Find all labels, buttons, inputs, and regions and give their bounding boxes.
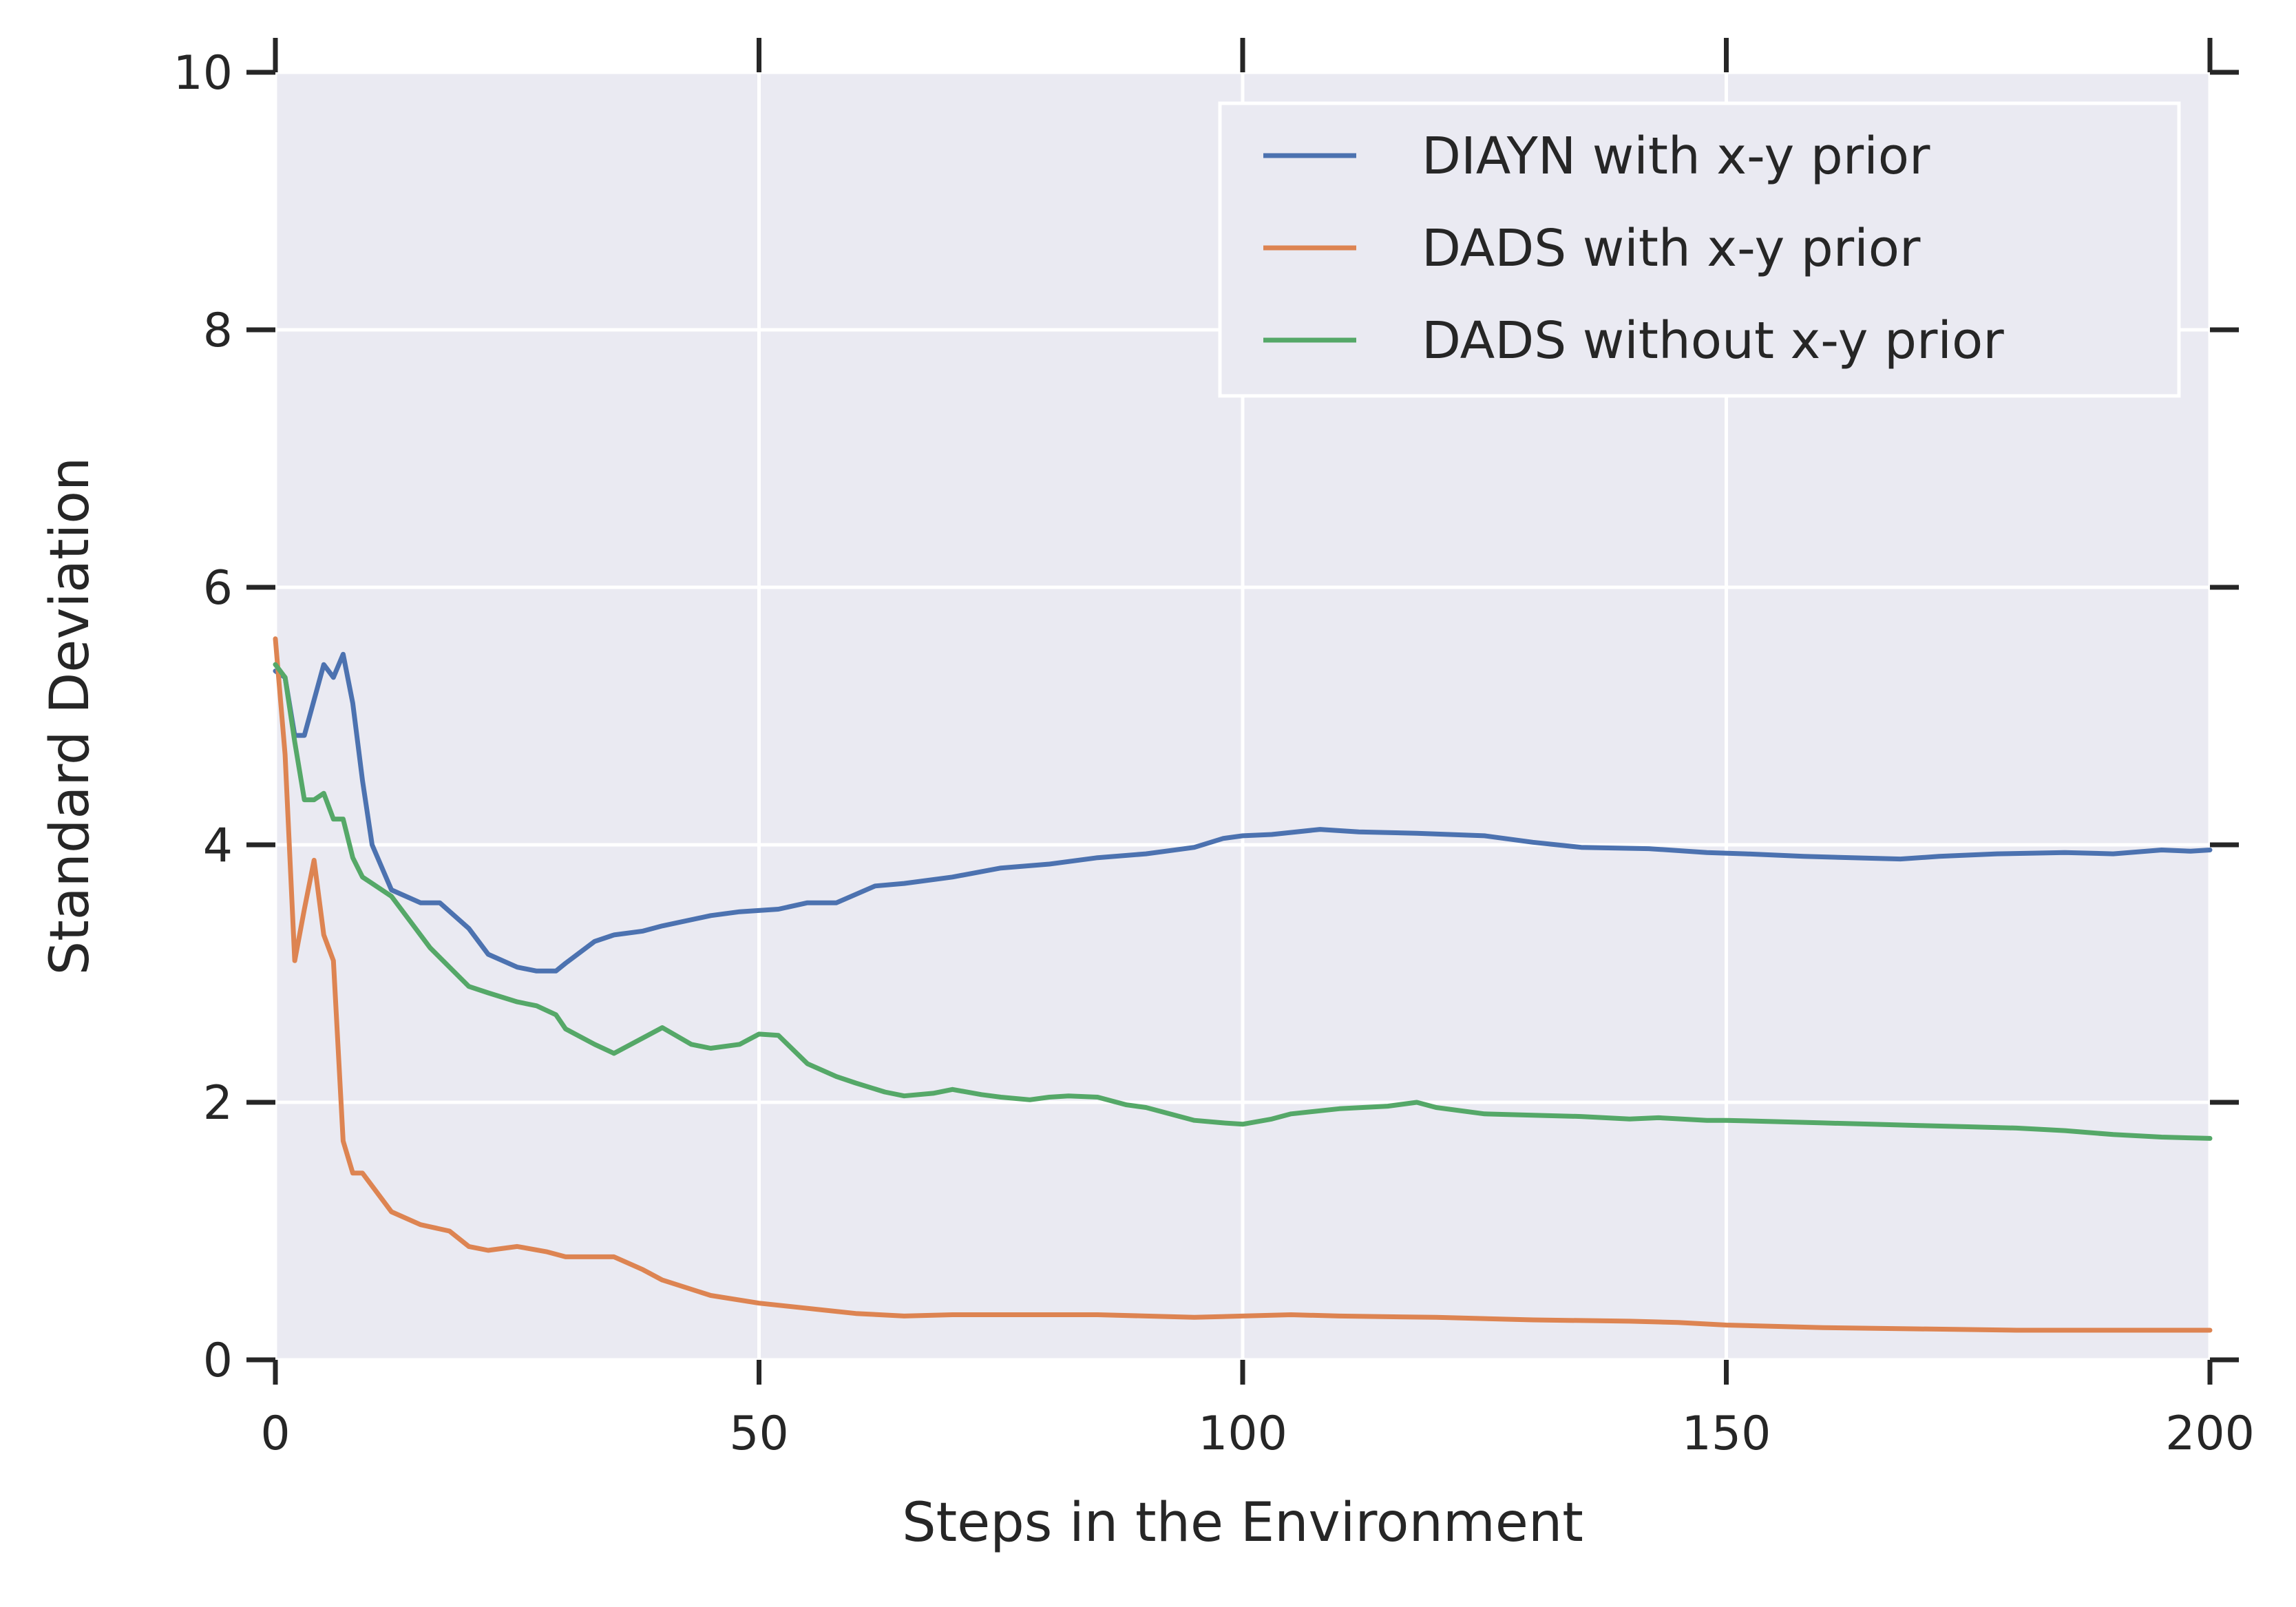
series-line-2 bbox=[273, 636, 2213, 1333]
legend-label: DIAYN with x-y prior bbox=[1422, 127, 1930, 186]
x-tick-label: 150 bbox=[1682, 1407, 1771, 1461]
x-tick-label: 0 bbox=[260, 1407, 290, 1461]
series-line-3 bbox=[273, 662, 2213, 1141]
series-lines bbox=[273, 636, 2213, 1333]
x-tick-label: 100 bbox=[1198, 1407, 1287, 1461]
x-axis-title: Steps in the Environment bbox=[902, 1492, 1583, 1554]
x-tick-labels: 0 50 100 150 200 bbox=[260, 1407, 2255, 1461]
y-tick-label: 10 bbox=[173, 46, 233, 101]
x-tick-label: 50 bbox=[729, 1407, 789, 1461]
legend-box bbox=[1218, 101, 2181, 398]
y-tick-label: 0 bbox=[203, 1334, 233, 1388]
legend-label: DADS without x-y prior bbox=[1422, 311, 2004, 370]
y-tick-label: 2 bbox=[203, 1076, 233, 1131]
legend-label: DADS with x-y prior bbox=[1422, 219, 1921, 278]
y-tick-label: 8 bbox=[203, 304, 233, 358]
y-tick-labels: 0 2 4 6 8 10 bbox=[173, 46, 233, 1388]
legend: DIAYN with x-y prior DADS with x-y prior D… bbox=[1218, 101, 2181, 398]
series-line-1 bbox=[273, 651, 2213, 974]
y-axis-title: Standard Deviation bbox=[39, 457, 101, 976]
tick-marks bbox=[246, 38, 2239, 1385]
y-tick-label: 4 bbox=[203, 819, 233, 873]
x-tick-label: 200 bbox=[2165, 1407, 2255, 1461]
y-tick-label: 6 bbox=[203, 561, 233, 616]
